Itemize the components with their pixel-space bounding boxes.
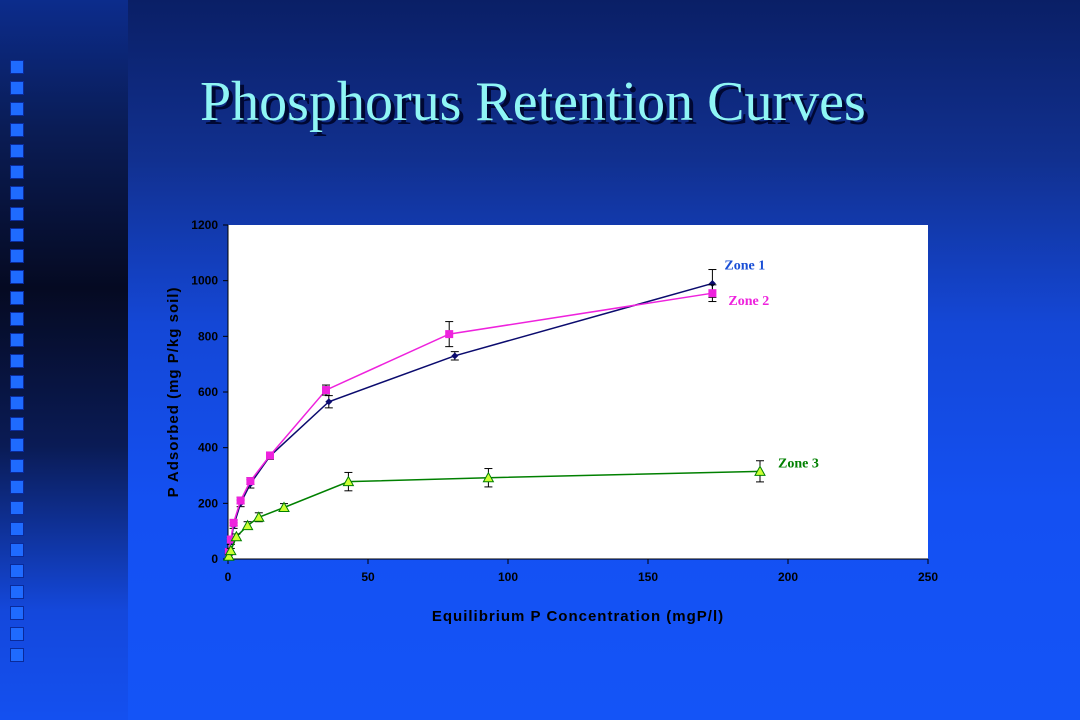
data-point — [241, 519, 254, 531]
decorative-square — [10, 417, 24, 431]
data-point — [445, 330, 454, 339]
data-point — [708, 279, 716, 287]
data-point — [708, 289, 717, 298]
decorative-square — [10, 270, 24, 284]
decorative-square — [10, 564, 24, 578]
decorative-square — [10, 165, 24, 179]
data-point — [278, 501, 290, 513]
decorative-square — [10, 102, 24, 116]
decorative-square — [10, 501, 24, 515]
y-tick-label: 200 — [198, 496, 218, 510]
data-point — [246, 477, 255, 486]
y-tick-label: 0 — [211, 552, 218, 566]
axes: 0 200 400 600 800 1000 1200 0 50 100 150 200 250 — [191, 218, 938, 584]
decorative-square — [10, 228, 24, 242]
data-point — [236, 496, 245, 505]
decorative-square — [10, 312, 24, 326]
decorative-square — [10, 480, 24, 494]
data-point — [325, 398, 333, 406]
data-point — [230, 530, 243, 542]
data-point — [226, 535, 235, 544]
decorative-square — [10, 627, 24, 641]
decorative-square — [10, 354, 24, 368]
data-point — [342, 475, 355, 487]
series-label: Zone 3 — [778, 456, 819, 471]
data-point — [322, 386, 330, 395]
y-tick-label: 600 — [198, 385, 218, 399]
decorative-square — [10, 585, 24, 599]
decorative-square — [10, 81, 24, 95]
decorative-square — [10, 123, 24, 137]
decorative-square — [10, 459, 24, 473]
decorative-square — [10, 144, 24, 158]
series-label: Zone 2 — [728, 294, 769, 309]
data-point — [222, 550, 235, 561]
y-tick-label: 1000 — [191, 274, 218, 288]
left-decorative-strip — [0, 0, 128, 720]
data-point — [252, 511, 265, 522]
decorative-square — [10, 543, 24, 557]
decorative-square — [10, 396, 24, 410]
decorative-square — [10, 648, 24, 662]
data-point — [482, 471, 495, 483]
data-point — [229, 518, 238, 527]
decorative-square — [10, 186, 24, 200]
data-point — [266, 451, 274, 460]
x-tick-label: 100 — [498, 570, 518, 584]
decorative-square — [10, 249, 24, 263]
y-tick-label: 1200 — [191, 218, 218, 232]
decorative-square — [10, 207, 24, 221]
y-tick-label: 400 — [198, 441, 218, 455]
data-point — [754, 465, 766, 476]
x-tick-label: 250 — [918, 570, 938, 584]
decorative-square — [10, 291, 24, 305]
x-tick-label: 200 — [778, 570, 798, 584]
series-layer: Zone 1 Zone 2 Zone 3 — [222, 258, 819, 561]
x-axis-label: Equilibrium P Concentration (mgP/l) — [432, 608, 724, 625]
decorative-square — [10, 522, 24, 536]
decorative-square — [10, 60, 24, 74]
x-tick-label: 0 — [225, 570, 232, 584]
decorative-square — [10, 333, 24, 347]
phosphorus-retention-chart: 0 200 400 600 800 1000 1200 0 50 100 150 200 250 Zon… — [165, 218, 938, 625]
y-tick-label: 800 — [198, 329, 218, 343]
x-tick-label: 150 — [638, 570, 658, 584]
slide-title: Phosphorus Retention Curves — [200, 71, 866, 133]
series-label: Zone 1 — [724, 258, 765, 273]
data-point — [224, 544, 237, 556]
decorative-square — [10, 375, 24, 389]
decorative-square — [10, 606, 24, 620]
y-axis-label: P Adsorbed (mg P/kg soil) — [165, 287, 182, 498]
data-point — [451, 352, 459, 360]
decorative-square — [10, 438, 24, 452]
series-zone-3: Zone 3 — [222, 456, 819, 561]
plot-area — [228, 225, 928, 559]
x-tick-label: 50 — [361, 570, 375, 584]
